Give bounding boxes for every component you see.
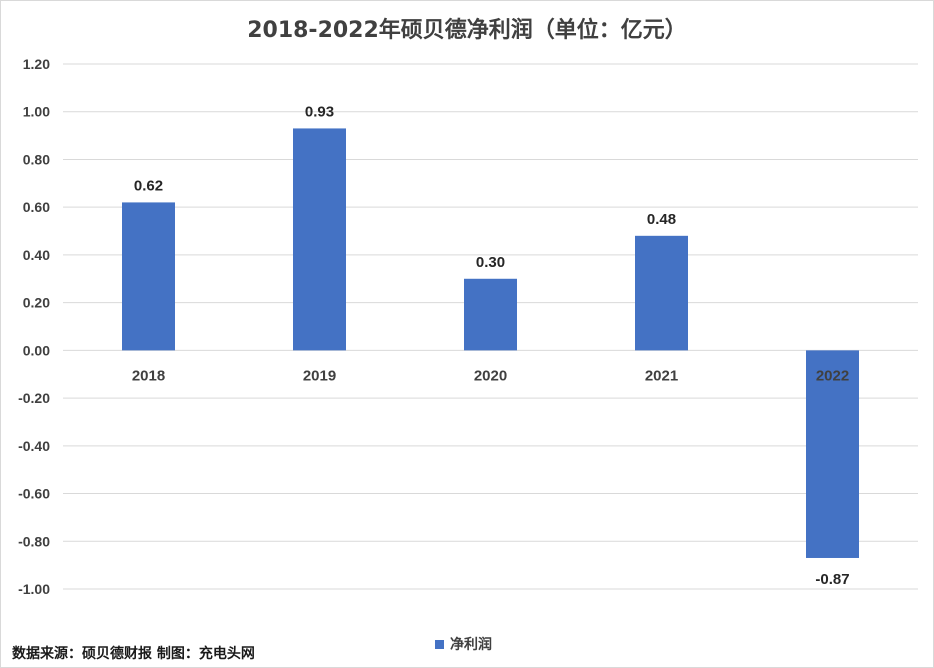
y-tick-label: -0.20 (18, 390, 50, 406)
y-tick-label: 0.80 (23, 151, 50, 167)
y-tick-label: -1.00 (18, 581, 50, 597)
y-tick-label: 0.40 (23, 247, 50, 263)
y-tick-label: -0.80 (18, 533, 50, 549)
legend-swatch (435, 639, 444, 649)
y-tick-label: 0.60 (23, 199, 50, 215)
data-label: 0.30 (476, 254, 505, 271)
y-tick-label: 0.00 (23, 342, 50, 358)
y-tick-label: 1.00 (23, 104, 50, 120)
data-label: -0.87 (815, 571, 849, 588)
chart-title: 2018-2022年硕贝德净利润（单位：亿元） (247, 18, 687, 43)
bar (806, 350, 859, 558)
bar (293, 128, 346, 351)
x-tick-label: 2019 (303, 367, 336, 384)
data-label: 0.93 (305, 103, 334, 120)
x-tick-label: 2018 (132, 367, 165, 384)
y-tick-label: -0.40 (18, 438, 50, 454)
data-label: 0.48 (647, 211, 676, 228)
y-tick-label: 0.20 (23, 295, 50, 311)
source-note: 数据来源：硕贝德财报 制图：充电头网 (12, 646, 255, 662)
legend-label: 净利润 (450, 637, 492, 653)
bar (635, 235, 688, 351)
data-label: 0.62 (134, 177, 163, 194)
x-tick-label: 2020 (474, 367, 507, 384)
bar (122, 202, 175, 351)
x-tick-label: 2022 (816, 367, 849, 384)
bar (464, 278, 517, 351)
x-tick-label: 2021 (645, 367, 678, 384)
y-tick-label: 1.20 (23, 56, 50, 72)
legend: 净利润 (435, 634, 492, 654)
y-tick-label: -0.60 (18, 486, 50, 502)
